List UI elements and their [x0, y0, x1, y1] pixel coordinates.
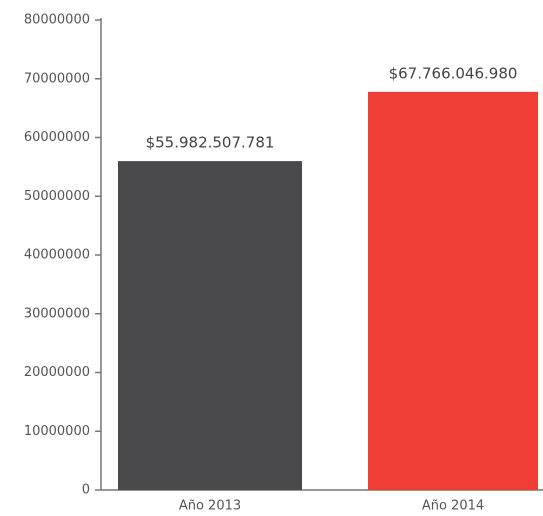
y-tick-label: 80000000 [24, 13, 90, 28]
y-tick-label: 0 [82, 483, 90, 498]
y-tick-label: 60000000 [24, 130, 90, 145]
y-tick-label: 70000000 [24, 71, 90, 86]
y-tick-label: 10000000 [24, 424, 90, 439]
value-label: $55.982.507.781 [146, 134, 275, 152]
value-label: $67.766.046.980 [389, 64, 518, 82]
x-tick-label: Año 2014 [422, 499, 484, 514]
x-tick-label: Año 2013 [179, 499, 241, 514]
bar [118, 161, 302, 490]
y-tick-label: 20000000 [24, 365, 90, 380]
bar [368, 91, 538, 490]
y-tick-label: 30000000 [24, 306, 90, 321]
y-tick-label: 40000000 [24, 248, 90, 263]
y-tick-label: 50000000 [24, 189, 90, 204]
